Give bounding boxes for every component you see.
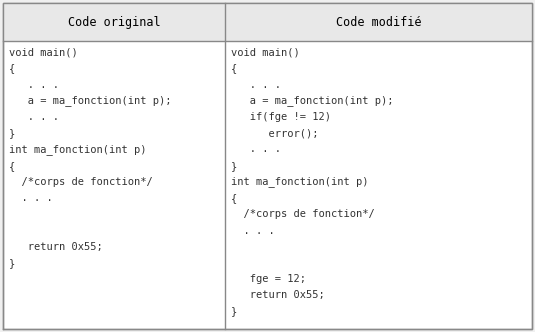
Text: }: }	[9, 128, 16, 138]
Text: . . .: . . .	[231, 144, 281, 154]
Text: . . .: . . .	[231, 225, 274, 235]
Text: a = ma_fonction(int p);: a = ma_fonction(int p);	[9, 95, 172, 106]
Text: {: {	[231, 63, 237, 73]
Text: a = ma_fonction(int p);: a = ma_fonction(int p);	[231, 95, 393, 106]
Text: . . .: . . .	[9, 193, 53, 203]
Bar	[225, 3, 532, 41]
Text: }: }	[231, 161, 237, 171]
Text: . . .: . . .	[231, 80, 281, 90]
Text: int ma_fonction(int p): int ma_fonction(int p)	[9, 144, 147, 155]
Text: Code original: Code original	[67, 16, 160, 29]
Text: void main(): void main()	[9, 47, 78, 57]
Text: }: }	[9, 258, 16, 268]
Text: {: {	[9, 63, 16, 73]
Text: int ma_fonction(int p): int ma_fonction(int p)	[231, 176, 368, 187]
Text: }: }	[231, 306, 237, 317]
Text: return 0x55;: return 0x55;	[231, 290, 324, 300]
Bar	[3, 3, 225, 41]
Text: /*corps de fonction*/: /*corps de fonction*/	[9, 177, 153, 187]
Text: . . .: . . .	[9, 80, 59, 90]
Text: /*corps de fonction*/: /*corps de fonction*/	[231, 209, 374, 219]
Text: fge = 12;: fge = 12;	[231, 274, 305, 284]
Text: if(fge != 12): if(fge != 12)	[231, 112, 331, 122]
Text: error();: error();	[231, 128, 318, 138]
Text: return 0x55;: return 0x55;	[9, 242, 103, 252]
Text: void main(): void main()	[231, 47, 300, 57]
Text: Code modifié: Code modifié	[335, 16, 421, 29]
Text: {: {	[9, 161, 16, 171]
Text: . . .: . . .	[9, 112, 59, 122]
Text: {: {	[231, 193, 237, 203]
